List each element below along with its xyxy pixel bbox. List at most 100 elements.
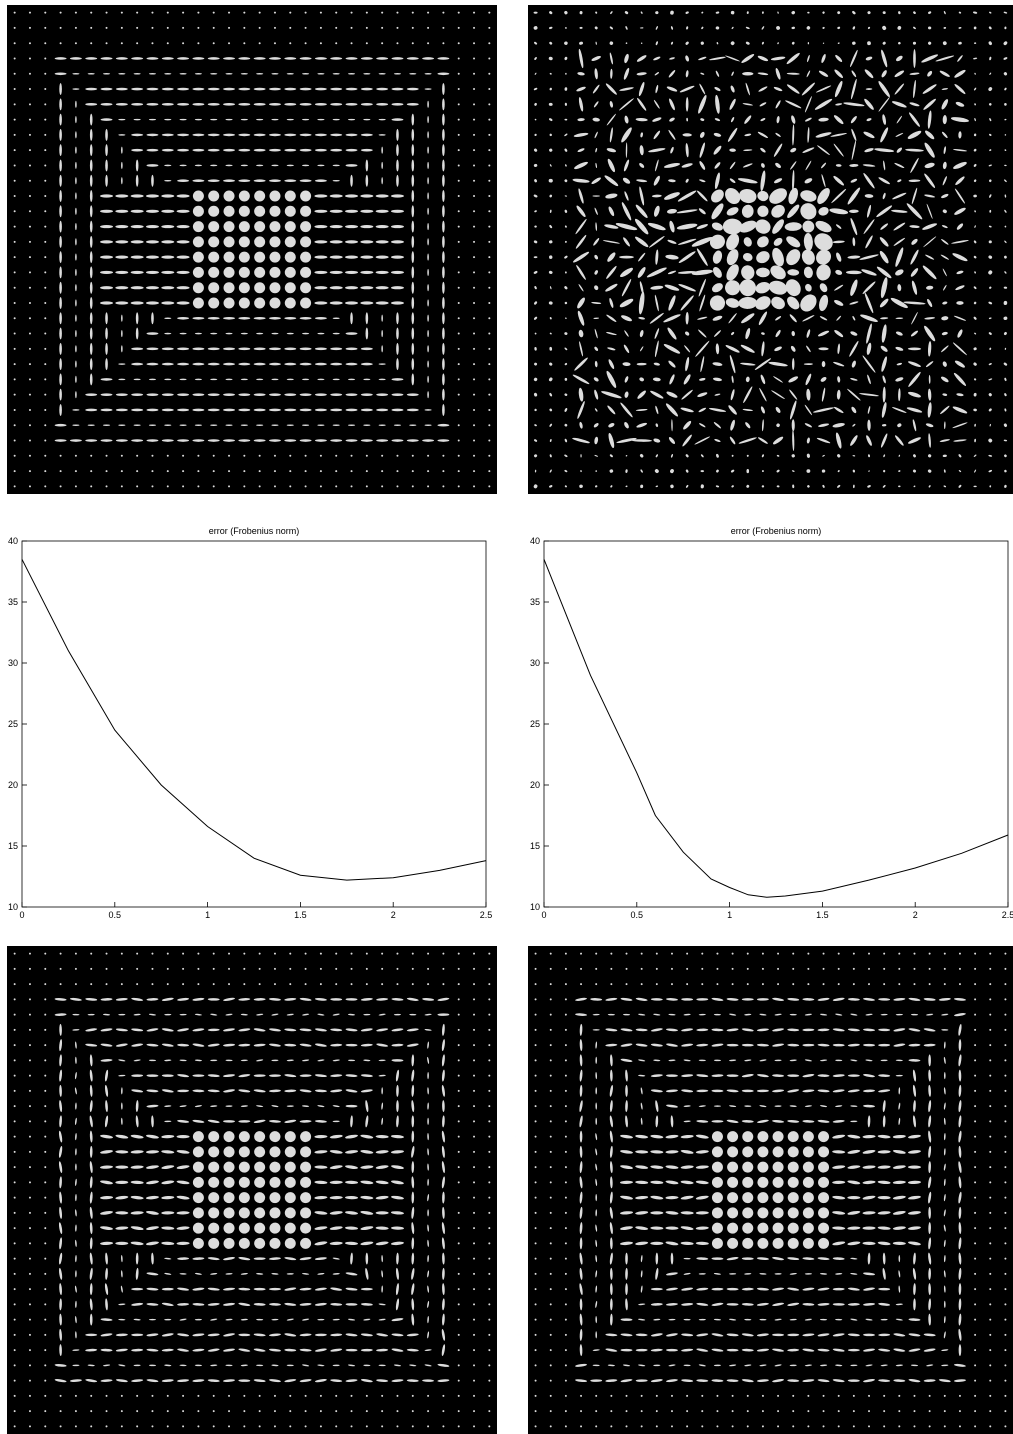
tensor-glyph [195,73,202,75]
tensor-glyph [411,297,414,309]
tensor-glyph [376,256,389,259]
tensor-glyph [458,409,460,411]
tensor-glyph [192,88,204,91]
tensor-glyph [121,12,123,14]
tensor-glyph [72,88,79,90]
tensor-glyph [90,12,92,14]
tensor-glyph [223,134,235,137]
tensor-glyph [44,180,46,182]
tensor-glyph [208,409,220,412]
tensor-glyph [90,312,93,324]
tensor-glyph [345,286,358,289]
tensor-glyph [14,271,16,273]
tensor-glyph [305,42,307,44]
tensor-glyph [394,424,401,426]
tensor-glyph [151,175,154,187]
tensor-glyph [164,317,171,319]
tensor-glyph [442,266,445,278]
tensor-glyph [379,73,386,75]
tensor-glyph [44,363,46,365]
tensor-glyph [75,315,77,322]
tensor-glyph [396,1425,398,1427]
tensor-glyph [101,439,113,442]
tensor-glyph [44,455,46,457]
tensor-glyph [458,180,460,182]
tensor-glyph [488,470,490,472]
tensor-glyph [59,343,62,355]
tensor-glyph [284,179,296,182]
tensor-glyph [59,190,62,202]
tensor-glyph [146,149,158,152]
tensor-glyph [29,103,31,105]
tensor-glyph [458,226,460,228]
tensor-glyph [742,998,754,1001]
tensor-glyph [239,191,250,202]
tensor-glyph [427,330,429,337]
glyph-panel [528,5,1013,494]
tensor-glyph [208,134,220,137]
tensor-glyph [396,27,398,29]
tensor-glyph [376,409,388,412]
tensor-glyph [224,221,235,232]
tensor-glyph [75,953,77,955]
tensor-glyph [348,379,355,381]
tensor-glyph [136,312,139,324]
tensor-glyph [75,330,77,337]
tensor-glyph [488,164,490,166]
tensor-glyph [146,286,159,289]
tensor-glyph [100,301,113,304]
tensor-glyph [271,165,278,167]
tensor-glyph [121,177,123,184]
tensor-glyph [412,12,414,14]
tensor-glyph [228,455,230,457]
tensor-glyph [458,317,460,319]
tensor-glyph [407,393,419,396]
tensor-glyph [14,57,16,59]
tensor-glyph [239,267,250,278]
tensor-glyph [177,256,190,259]
glyph-panel [528,946,1013,1434]
tensor-glyph [411,358,414,370]
tensor-glyph [14,485,16,487]
tensor-glyph [360,210,373,213]
tensor-glyph [75,391,77,398]
tensor-glyph [488,348,490,350]
tensor-glyph [146,348,158,351]
tensor-glyph [442,83,445,95]
tensor-glyph [315,409,327,412]
tensor-glyph [458,302,460,304]
tensor-glyph [259,983,261,985]
tensor-glyph [974,1303,976,1305]
tensor-glyph [131,240,144,243]
tensor-glyph [197,27,199,29]
tensor-glyph [75,223,77,230]
tensor-glyph [488,378,490,380]
tensor-glyph [239,252,250,263]
tensor-glyph [777,968,779,970]
tensor-glyph [379,363,386,365]
tensor-glyph [134,119,141,121]
tensor-glyph [105,175,108,187]
tensor-glyph [208,297,219,308]
panel-background [7,946,497,1434]
tensor-glyph [381,330,383,337]
x-tick-label: 1 [205,910,210,920]
tensor-glyph [427,470,429,472]
tensor-glyph [989,1425,991,1427]
tensor-glyph [90,1314,93,1326]
tensor-glyph [473,287,475,289]
tensor-glyph [287,333,294,335]
tensor-glyph [335,27,337,29]
tensor-glyph [241,119,248,121]
tensor-glyph [29,348,31,350]
tensor-glyph [712,1146,723,1157]
tensor-glyph [391,57,403,60]
tensor-glyph [271,333,278,335]
tensor-glyph [149,379,156,381]
tensor-glyph [14,27,16,29]
tensor-glyph [610,1410,612,1412]
tensor-glyph [70,439,82,442]
tensor-glyph [101,393,113,396]
tensor-glyph [254,221,265,232]
tensor-glyph [381,12,383,14]
